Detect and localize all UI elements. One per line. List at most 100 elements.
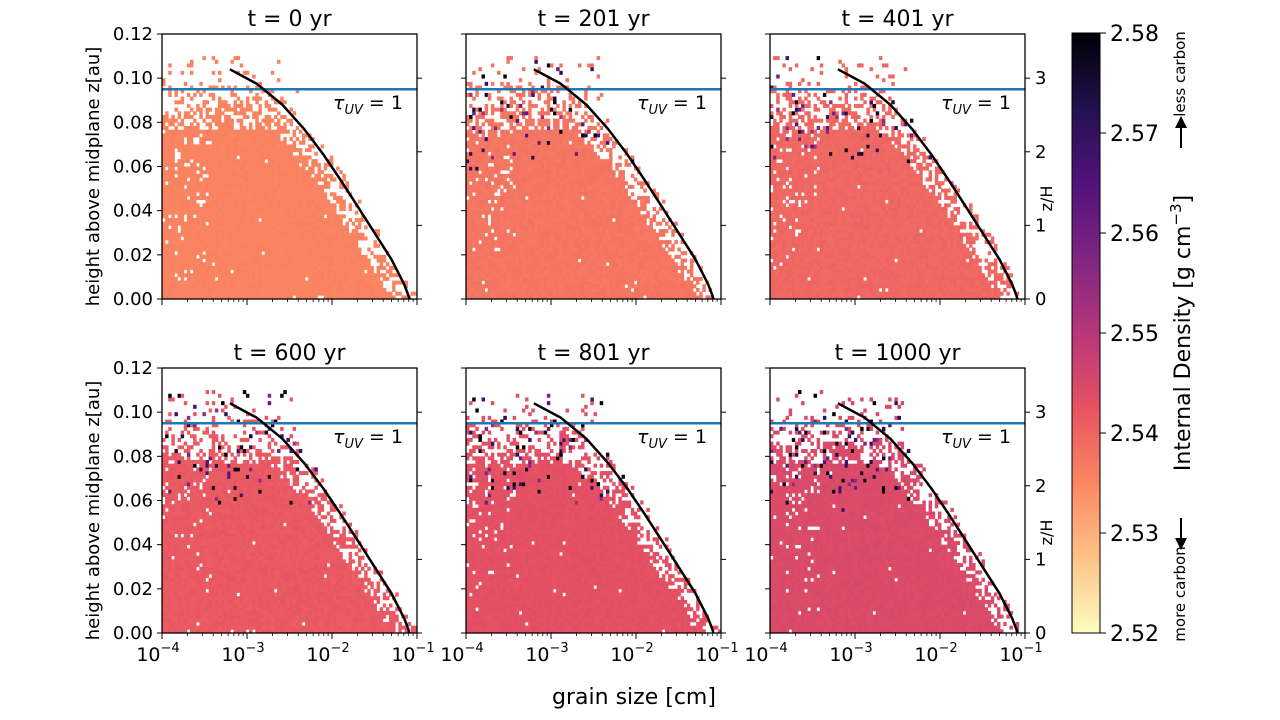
- density-cell: [559, 203, 563, 208]
- density-cell: [531, 144, 535, 149]
- density-cell: [311, 159, 315, 164]
- density-cell: [503, 225, 507, 230]
- density-cell: [202, 206, 206, 212]
- density-cell: [230, 133, 234, 138]
- density-cell: [543, 280, 548, 285]
- density-cell: [205, 273, 209, 278]
- density-cell: [239, 126, 244, 131]
- density-cell: [472, 137, 476, 142]
- density-cell: [571, 188, 576, 193]
- density-cell: [518, 247, 523, 252]
- density-cell: [323, 291, 328, 296]
- density-cell: [314, 262, 318, 267]
- density-cell: [466, 81, 470, 86]
- density-cell: [308, 247, 312, 252]
- density-cell: [252, 151, 256, 156]
- density-cell: [357, 265, 362, 270]
- density-cell: [301, 166, 306, 171]
- density-cell: [193, 173, 197, 178]
- density-cell: [512, 262, 517, 267]
- density-cell: [497, 170, 501, 175]
- density-cell: [584, 247, 588, 252]
- density-cell: [537, 287, 541, 292]
- density-cell: [568, 251, 573, 256]
- density-cell: [556, 129, 560, 134]
- density-cell: [546, 166, 551, 171]
- density-cell: [509, 251, 513, 256]
- density-cell: [509, 155, 513, 160]
- density-cell: [286, 258, 290, 263]
- density-cell: [314, 287, 318, 292]
- density-cell: [531, 229, 535, 234]
- density-cell: [354, 251, 359, 256]
- density-cell: [189, 195, 194, 200]
- density-cell: [273, 203, 278, 208]
- density-cell: [484, 214, 489, 219]
- density-cell: [549, 265, 554, 270]
- density-cell: [217, 199, 222, 204]
- density-cell: [525, 287, 529, 292]
- density-cell: [280, 258, 284, 263]
- density-cell: [584, 258, 588, 263]
- density-cell: [562, 203, 566, 208]
- density-cell: [233, 92, 237, 97]
- density-cell: [553, 184, 557, 189]
- density-cell: [245, 137, 250, 142]
- density-cell: [540, 107, 545, 112]
- density-cell: [252, 221, 256, 226]
- density-cell: [515, 251, 520, 256]
- density-cell: [283, 126, 287, 131]
- density-cell: [367, 265, 371, 270]
- density-cell: [543, 236, 548, 241]
- density-cell: [189, 188, 194, 193]
- y-axis-label: height above midplane z[au]: [83, 47, 104, 307]
- density-cell: [528, 173, 532, 178]
- density-cell: [270, 89, 275, 94]
- density-cell: [379, 258, 384, 263]
- density-cell: [317, 240, 321, 245]
- density-cell: [484, 206, 489, 212]
- density-cell: [553, 225, 557, 230]
- density-cell: [571, 269, 576, 274]
- density-cell: [562, 192, 566, 197]
- density-cell: [245, 173, 250, 178]
- density-cell: [227, 210, 231, 215]
- density-cell: [199, 114, 203, 119]
- density-cell: [162, 210, 166, 215]
- density-cell: [345, 262, 349, 267]
- density-cell: [183, 291, 188, 296]
- density-cell: [469, 280, 473, 285]
- density-cell: [224, 118, 228, 123]
- density-cell: [534, 251, 538, 256]
- density-cell: [568, 254, 573, 259]
- density-cell: [171, 221, 175, 226]
- density-cell: [348, 284, 353, 289]
- density-cell: [305, 265, 309, 270]
- density-cell: [559, 166, 563, 171]
- density-cell: [211, 159, 216, 164]
- density-cell: [509, 96, 513, 101]
- y-tick-label: 0.00: [113, 289, 153, 310]
- density-cell: [565, 225, 569, 230]
- density-cell: [490, 280, 495, 285]
- density-cell: [565, 144, 569, 149]
- density-cell: [221, 184, 225, 189]
- density-cell: [484, 273, 489, 278]
- density-cell: [466, 199, 470, 204]
- density-cell: [549, 155, 554, 160]
- density-cell: [301, 243, 306, 248]
- density-cell: [261, 188, 265, 193]
- density-cell: [305, 243, 309, 248]
- density-cell: [509, 247, 513, 252]
- density-cell: [584, 199, 588, 204]
- density-cell: [472, 126, 476, 131]
- density-cell: [553, 265, 557, 270]
- density-cell: [565, 258, 569, 263]
- density-cell: [584, 133, 588, 138]
- density-cell: [180, 181, 185, 186]
- density-cell: [531, 206, 535, 212]
- density-cell: [472, 276, 476, 281]
- density-cell: [528, 225, 532, 230]
- density-cell: [553, 258, 557, 263]
- density-cell: [273, 133, 278, 138]
